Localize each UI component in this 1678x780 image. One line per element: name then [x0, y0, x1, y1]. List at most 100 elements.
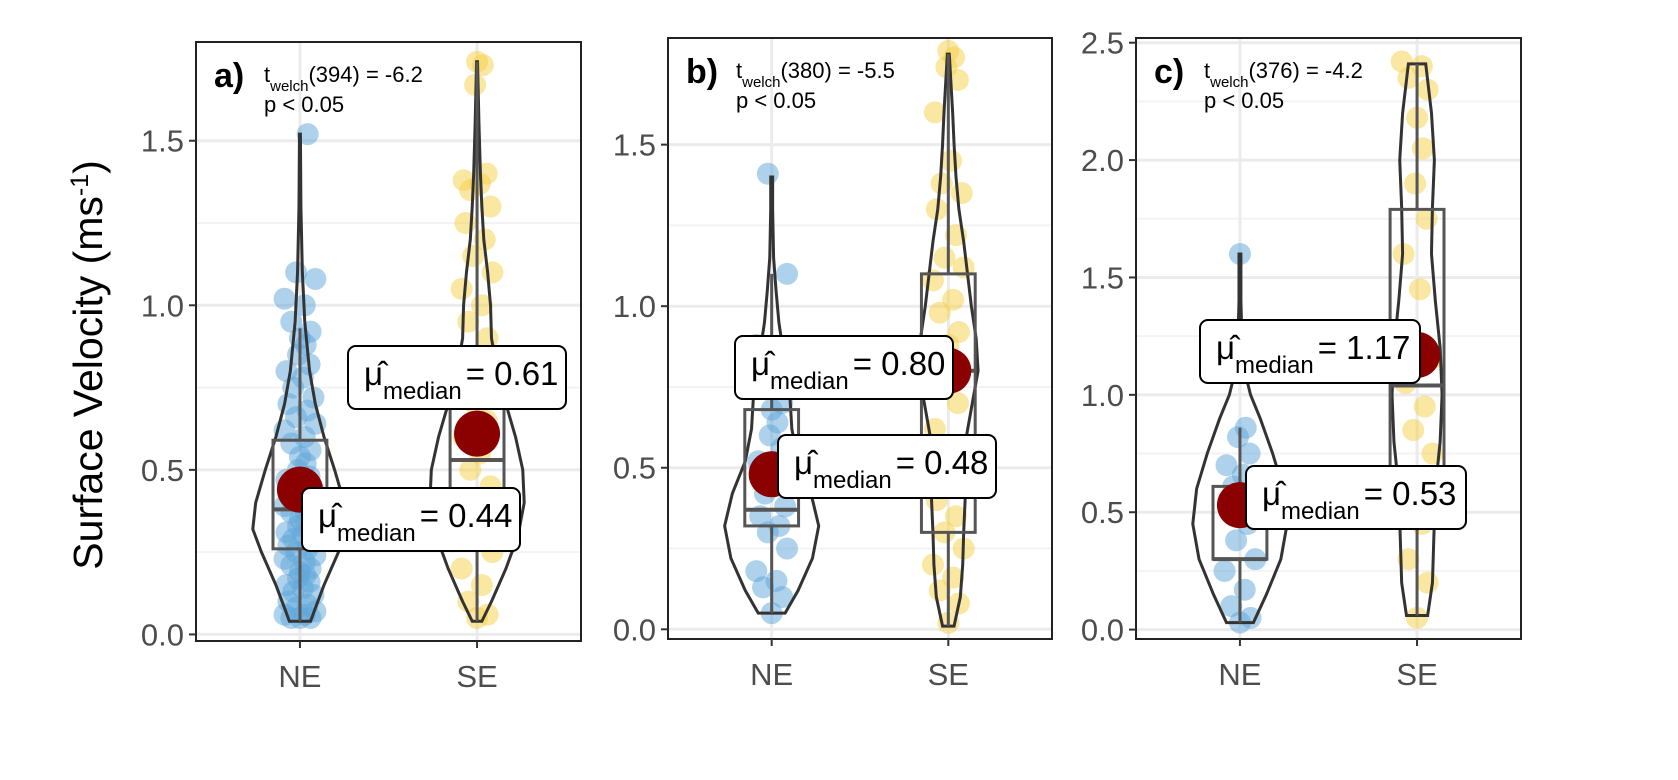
- y-tick-label: 1.0: [613, 289, 656, 324]
- y-tick-label: 0.0: [141, 617, 184, 652]
- y-tick-label: 0.5: [141, 453, 184, 488]
- x-tick-label: NE: [1218, 657, 1261, 692]
- median-marker: [454, 410, 501, 457]
- data-point: [481, 261, 504, 284]
- data-point: [950, 182, 973, 205]
- data-point: [1416, 571, 1439, 594]
- data-point: [273, 287, 296, 310]
- data-point: [1233, 578, 1256, 601]
- data-point: [1402, 419, 1425, 442]
- y-axis-title-sup: -1: [66, 174, 94, 196]
- stats-t-text: twelch(394) = -6.2: [264, 62, 423, 95]
- stats-t-base: t: [736, 58, 742, 83]
- data-point: [947, 321, 970, 344]
- stats-t-text: twelch(376) = -4.2: [1204, 58, 1363, 91]
- median-label-box: [777, 434, 997, 499]
- median-label-box: [347, 345, 567, 410]
- stats-t-sub: welch: [741, 74, 780, 91]
- median-label-text: μ̂median = 0.44: [318, 497, 512, 547]
- median-label-value: = 0.48: [896, 444, 989, 481]
- data-point: [457, 590, 480, 613]
- data-point: [1390, 50, 1413, 73]
- median-label-value: = 1.17: [1318, 329, 1411, 366]
- data-point: [304, 267, 327, 290]
- y-tick-label: 2.5: [1081, 26, 1124, 61]
- panels: μ̂median = 0.44 μ̂median = 0.61 0.0 0.5 1.0 1.5…: [141, 26, 1522, 694]
- y-axis-title-main: Surface Velocity (ms: [65, 196, 111, 570]
- data-point: [745, 560, 768, 583]
- data-point: [774, 495, 797, 518]
- y-tick-label: 2.0: [1081, 143, 1124, 178]
- median-annotation-se: μ̂median = 1.17: [1199, 319, 1441, 384]
- data-point: [1415, 207, 1438, 230]
- median-label-text: μ̂median = 1.17: [1216, 329, 1410, 379]
- data-point: [459, 458, 482, 481]
- data-point: [756, 162, 779, 185]
- data-point: [1406, 606, 1429, 629]
- data-point: [479, 195, 502, 218]
- y-axis: 0.0 0.5 1.0 1.5 2.0 2.5: [1081, 26, 1136, 648]
- median-annotation-se: μ̂median = 0.80: [734, 335, 972, 400]
- data-point: [946, 392, 969, 415]
- data-point: [452, 169, 475, 192]
- panel-label: a): [214, 57, 244, 95]
- data-point: [296, 123, 319, 146]
- plot-border: [195, 41, 582, 642]
- data-point: [1215, 454, 1238, 477]
- median-label-sub: median: [1235, 352, 1314, 379]
- y-tick-label: 0.5: [1081, 495, 1124, 530]
- median-label-sub: median: [770, 368, 849, 395]
- data-point: [470, 574, 493, 597]
- median-annotation-ne: μ̂median = 0.44: [276, 466, 521, 552]
- median-label-sub: median: [1281, 498, 1360, 525]
- data-point: [1408, 278, 1431, 301]
- plot-border: [1135, 37, 1522, 640]
- y-tick-label: 0.0: [1081, 613, 1124, 648]
- stats-p-text: p < 0.05: [1204, 88, 1284, 113]
- stats-t-base: t: [264, 62, 270, 87]
- data-point: [1397, 548, 1420, 571]
- stats-annotation: twelch(376) = -4.2p < 0.05: [1204, 58, 1363, 113]
- data-point: [765, 569, 788, 592]
- stats-t-rest: (380) = -5.5: [780, 58, 894, 83]
- panel-a: μ̂median = 0.44 μ̂median = 0.61 0.0 0.5 1.0 1.5…: [141, 41, 582, 694]
- stats-p-text: p < 0.05: [264, 92, 344, 117]
- y-axis-title-close: ): [65, 160, 111, 174]
- y-axis-title: Surface Velocity (ms-1): [65, 160, 111, 570]
- data-point: [923, 101, 946, 124]
- x-axis: NE SE: [750, 639, 969, 692]
- y-tick-label: 1.0: [141, 288, 184, 323]
- data-point: [937, 39, 960, 62]
- y-axis: 0.0 0.5 1.0 1.5: [141, 124, 196, 652]
- data-point: [1234, 416, 1257, 439]
- data-point: [299, 320, 322, 343]
- median-label-value: = 0.53: [1364, 475, 1457, 512]
- data-point: [933, 246, 956, 269]
- data-point: [942, 288, 965, 311]
- x-tick-label: NE: [278, 659, 321, 694]
- data-point: [1225, 529, 1248, 552]
- box-iqr: [919, 272, 977, 534]
- stats-annotation: twelch(380) = -5.5p < 0.05: [736, 58, 895, 113]
- median-label-box: [734, 335, 954, 400]
- panel-label: c): [1154, 53, 1184, 91]
- stats-p-text: p < 0.05: [736, 88, 816, 113]
- median-label-sub: median: [337, 520, 416, 547]
- data-point: [450, 557, 473, 580]
- median-label-box: [301, 487, 521, 552]
- y-axis: 0.0 0.5 1.0 1.5: [613, 128, 668, 647]
- data-point: [776, 537, 799, 560]
- y-tick-label: 1.5: [141, 124, 184, 159]
- y-tick-label: 0.0: [613, 612, 656, 647]
- data-point: [450, 277, 473, 300]
- stats-t-text: twelch(380) = -5.5: [736, 58, 895, 91]
- panel-label: b): [686, 53, 718, 91]
- median-label-box: [1199, 319, 1421, 384]
- y-tick-label: 0.5: [613, 451, 656, 486]
- median-annotation-ne: μ̂median = 0.53: [1216, 465, 1467, 530]
- median-label-sub: median: [813, 467, 892, 494]
- median-label-value: = 0.61: [466, 355, 559, 392]
- stats-t-sub: welch: [269, 78, 308, 95]
- x-tick-label: NE: [750, 657, 793, 692]
